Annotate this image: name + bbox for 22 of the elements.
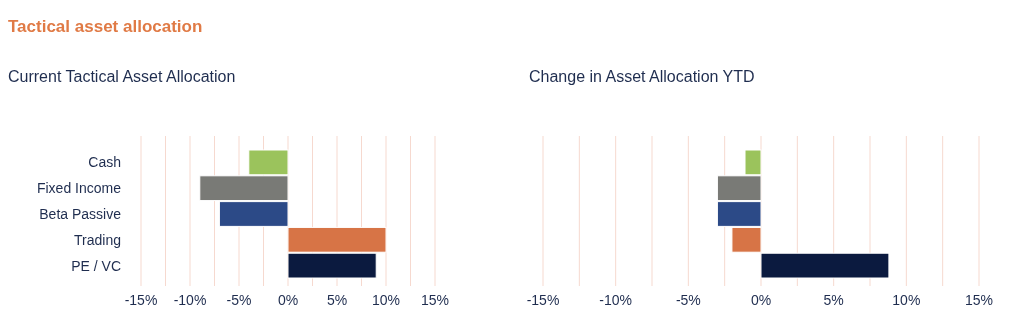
chart-subtitle: Current Tactical Asset Allocation — [8, 68, 236, 85]
x-tick-label: -15% — [124, 292, 158, 308]
x-tick-label: 10% — [371, 292, 401, 308]
x-tick-label: 5% — [326, 292, 348, 308]
x-tick-label: -10% — [173, 292, 207, 308]
y-tick-label: Fixed Income — [36, 180, 122, 197]
x-tick-label: -15% — [526, 292, 560, 308]
x-tick-label: -10% — [599, 292, 633, 308]
chart-title: Tactical asset allocation — [8, 17, 203, 36]
x-tick-label: 0% — [750, 292, 772, 308]
x-tick-label: -5% — [675, 292, 701, 308]
y-tick-label: PE / VC — [71, 257, 121, 274]
y-tick-label: Beta Passive — [39, 206, 122, 222]
x-tick-label: -5% — [226, 292, 252, 308]
chart-title: Change in Asset Allocation YTD — [529, 68, 755, 85]
x-tick-label: 0% — [277, 292, 299, 308]
x-tick-label: 15% — [964, 292, 994, 308]
x-tick-label: 5% — [823, 292, 844, 308]
x-tick-label: 15% — [420, 292, 450, 308]
x-tick-label: 10% — [892, 292, 921, 308]
y-tick-label: Cash — [88, 154, 121, 171]
y-tick-label: Trading — [74, 231, 121, 248]
